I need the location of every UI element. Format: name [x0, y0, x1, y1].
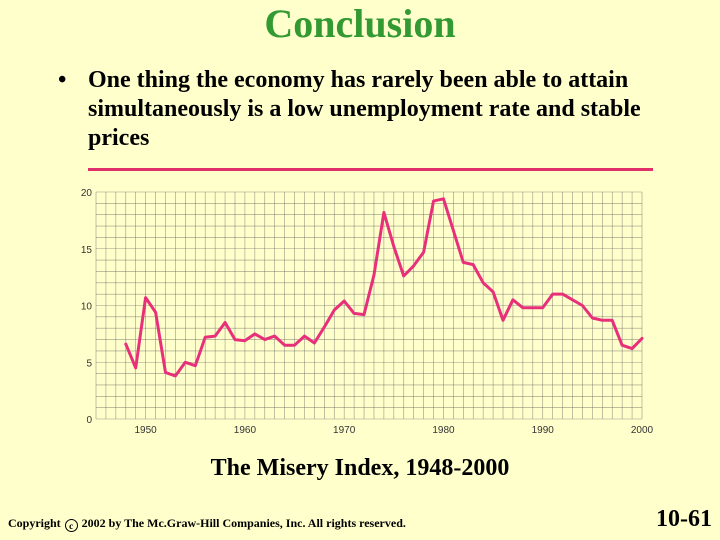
x-tick-label: 1960	[234, 425, 257, 436]
copyright-notice: Copyright c 2002 by The Mc.Graw-Hill Com…	[8, 516, 406, 532]
slide-title: Conclusion	[264, 1, 456, 46]
bullet-dot: •	[58, 67, 67, 93]
copyright-icon: c	[64, 519, 78, 532]
x-tick-label: 2000	[631, 425, 654, 436]
y-tick-label: 0	[86, 415, 92, 426]
slide-number: 10-61	[656, 506, 712, 532]
x-tick-label: 1970	[333, 425, 356, 436]
series-line	[124, 197, 644, 378]
chart-caption: The Misery Index, 1948-2000	[210, 455, 510, 481]
x-tick-label: 1950	[135, 425, 158, 436]
x-tick-label: 1990	[532, 425, 555, 436]
copyright-suffix: 2002 by The Mc.Graw-Hill Companies, Inc.…	[81, 516, 406, 530]
misery-index-chart: 0 5 10 15 20 1950 1960 1970 1980 1990 2000	[81, 188, 654, 436]
y-tick-label: 15	[81, 245, 93, 256]
copyright-prefix: Copyright	[8, 516, 61, 530]
y-tick-label: 20	[81, 188, 93, 199]
x-tick-label: 1980	[432, 425, 455, 436]
divider-line	[88, 168, 653, 171]
y-tick-label: 5	[86, 358, 92, 369]
y-tick-label: 10	[81, 302, 93, 313]
bullet-text: One thing the economy has rarely been ab…	[88, 67, 641, 151]
